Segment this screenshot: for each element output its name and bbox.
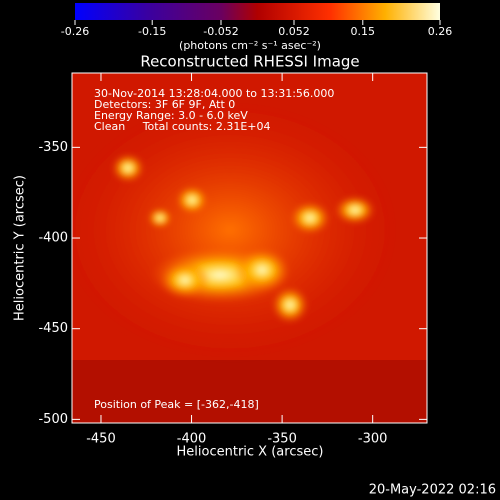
annotation: Clean Total counts: 2.31E+04 [94, 120, 271, 133]
y-tick-label: -400 [38, 231, 68, 246]
peak-note: Position of Peak = [-362,-418] [94, 398, 259, 411]
colorbar-tick-label: -0.15 [138, 25, 166, 38]
annotation: Detectors: 3F 6F 9F, Att 0 [94, 98, 235, 111]
y-tick-label: -500 [38, 412, 68, 427]
chart-title: Reconstructed RHESSI Image [140, 53, 359, 71]
x-tick-label: -450 [86, 432, 116, 447]
colorbar-tick-label: 0.26 [428, 25, 453, 38]
x-axis-label: Heliocentric X (arcsec) [177, 445, 324, 460]
plot-frame [71, 72, 428, 424]
timestamp: 20-May-2022 02:16 [369, 483, 496, 498]
y-axis-label: Heliocentric Y (arcsec) [13, 175, 28, 321]
colorbar-tick-label: -0.26 [61, 25, 89, 38]
annotation: 30-Nov-2014 13:28:04.000 to 13:31:56.000 [94, 87, 334, 100]
x-tick-label: -400 [177, 432, 207, 447]
colorbar-tick-label: -0.052 [203, 25, 238, 38]
colorbar-tick-label: 0.15 [351, 25, 376, 38]
x-tick-label: -300 [358, 432, 388, 447]
y-tick-label: -450 [38, 321, 68, 336]
colorbar-tick-label: 0.052 [278, 25, 310, 38]
image [72, 73, 427, 423]
annotation: Energy Range: 3.0 - 6.0 keV [94, 109, 248, 122]
y-tick-label: -350 [38, 140, 68, 155]
colorbar [75, 3, 440, 20]
x-tick-label: -350 [267, 432, 297, 447]
colorbar-label: (photons cm⁻² s⁻¹ asec⁻²) [179, 39, 321, 52]
